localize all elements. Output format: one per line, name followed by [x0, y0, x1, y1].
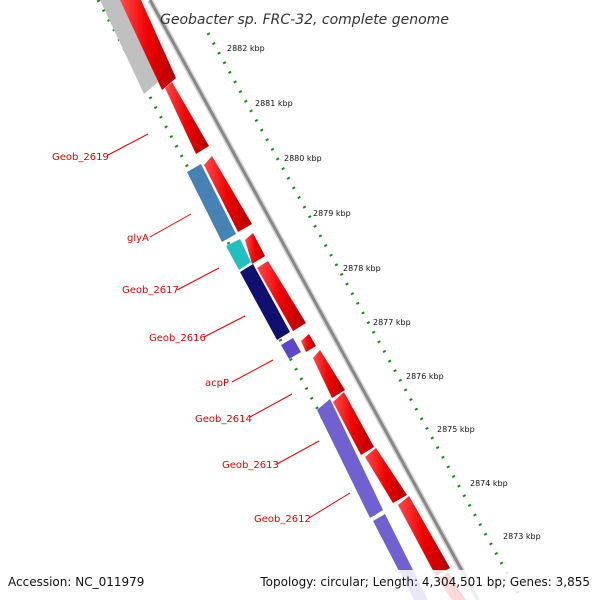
- kbp-tick-label: 2881 kbp: [255, 99, 293, 108]
- kbp-tick-label: 2873 kbp: [503, 532, 541, 541]
- genome-backbone: [147, 0, 481, 600]
- genome-title: Geobacter sp. FRC-32, complete genome: [160, 12, 449, 28]
- gene-arrow-geob-2617[interactable]: [245, 233, 265, 264]
- kbp-tick-label: 2879 kbp: [313, 209, 351, 218]
- gene-block-acpp[interactable]: [281, 338, 301, 359]
- kbp-tick-label: 2875 kbp: [437, 425, 475, 434]
- gene-arrow-geob-2612[interactable]: [398, 496, 450, 576]
- gene-label[interactable]: Geob_2619: [52, 152, 109, 163]
- reverse-strand-genes: [100, 0, 428, 600]
- gene-label[interactable]: acpP: [205, 378, 229, 389]
- gene-arrow-acpp[interactable]: [301, 334, 316, 352]
- gene-label[interactable]: Geob_2616: [149, 333, 206, 344]
- gene-arrow-glya[interactable]: [204, 156, 252, 232]
- forward-strand-genes: [120, 0, 466, 600]
- kbp-tick-label: 2882 kbp: [227, 44, 265, 53]
- gene-block-geob-2613[interactable]: [317, 399, 383, 518]
- topology-text: Topology: circular; Length: 4,304,501 bp…: [259, 575, 590, 589]
- gene-arrow-geob-2619[interactable]: [165, 82, 209, 154]
- kbp-tick-label: 2877 kbp: [373, 318, 411, 327]
- gene-label[interactable]: Geob_2612: [254, 514, 311, 525]
- gene-block-geob-2616[interactable]: [240, 264, 290, 340]
- outer-tick-track: [206, 32, 524, 600]
- kbp-tick-label: 2874 kbp: [470, 479, 508, 488]
- gene-label[interactable]: Geob_2617: [122, 285, 179, 296]
- gene-label[interactable]: Geob_2613: [222, 460, 279, 471]
- kbp-tick-label: 2880 kbp: [284, 154, 322, 163]
- kbp-tick-label: 2878 kbp: [343, 264, 381, 273]
- gene-labels: Geob_2619 glyA Geob_2617 Geob_2616 acpP …: [52, 152, 311, 525]
- gene-arrow-geob-2614[interactable]: [313, 350, 345, 398]
- gene-label[interactable]: Geob_2614: [195, 414, 252, 425]
- gene-block-geob-2617[interactable]: [226, 239, 251, 270]
- gene-block-gray[interactable]: [100, 0, 158, 94]
- kbp-tick-labels: 2882 kbp 2881 kbp 2880 kbp 2879 kbp 2878…: [227, 44, 541, 541]
- gene-block-glya[interactable]: [187, 164, 236, 242]
- label-leader-lines: [107, 133, 351, 519]
- gene-arrow-geob-2616[interactable]: [257, 261, 306, 331]
- kbp-tick-label: 2876 kbp: [406, 372, 444, 381]
- gene-arrow-geob-2613a[interactable]: [333, 392, 374, 455]
- footer-background: [0, 570, 600, 600]
- gene-arrow-geob-2613b[interactable]: [365, 448, 407, 503]
- gene-label[interactable]: glyA: [127, 233, 149, 244]
- accession-text: Accession: NC_011979: [8, 575, 144, 589]
- gene-arrow-1[interactable]: [120, 0, 176, 90]
